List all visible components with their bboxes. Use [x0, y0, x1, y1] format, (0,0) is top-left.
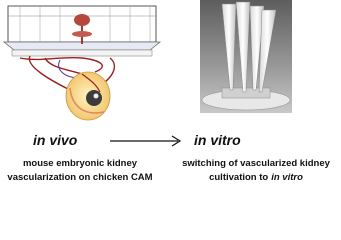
figure: in vivo in vitro mouse embryonic kidney … [2, 0, 331, 183]
in-vitro-photo [200, 0, 292, 113]
caption-left-1: mouse embryonic kidney [23, 158, 138, 169]
label-in-vitro: in vitro [194, 132, 241, 148]
in-vivo-illustration [2, 5, 162, 121]
caption-right-2: cultivation to in vitro [209, 172, 303, 183]
caption-text: cultivation to [209, 172, 268, 183]
label-in-vivo: in vivo [33, 132, 78, 148]
caption-left-2: vascularization on chicken CAM [7, 172, 152, 183]
arrow [110, 135, 182, 147]
caption-right-1: switching of vascularized kidney [182, 158, 331, 169]
caption-italic: in vitro [271, 172, 303, 183]
